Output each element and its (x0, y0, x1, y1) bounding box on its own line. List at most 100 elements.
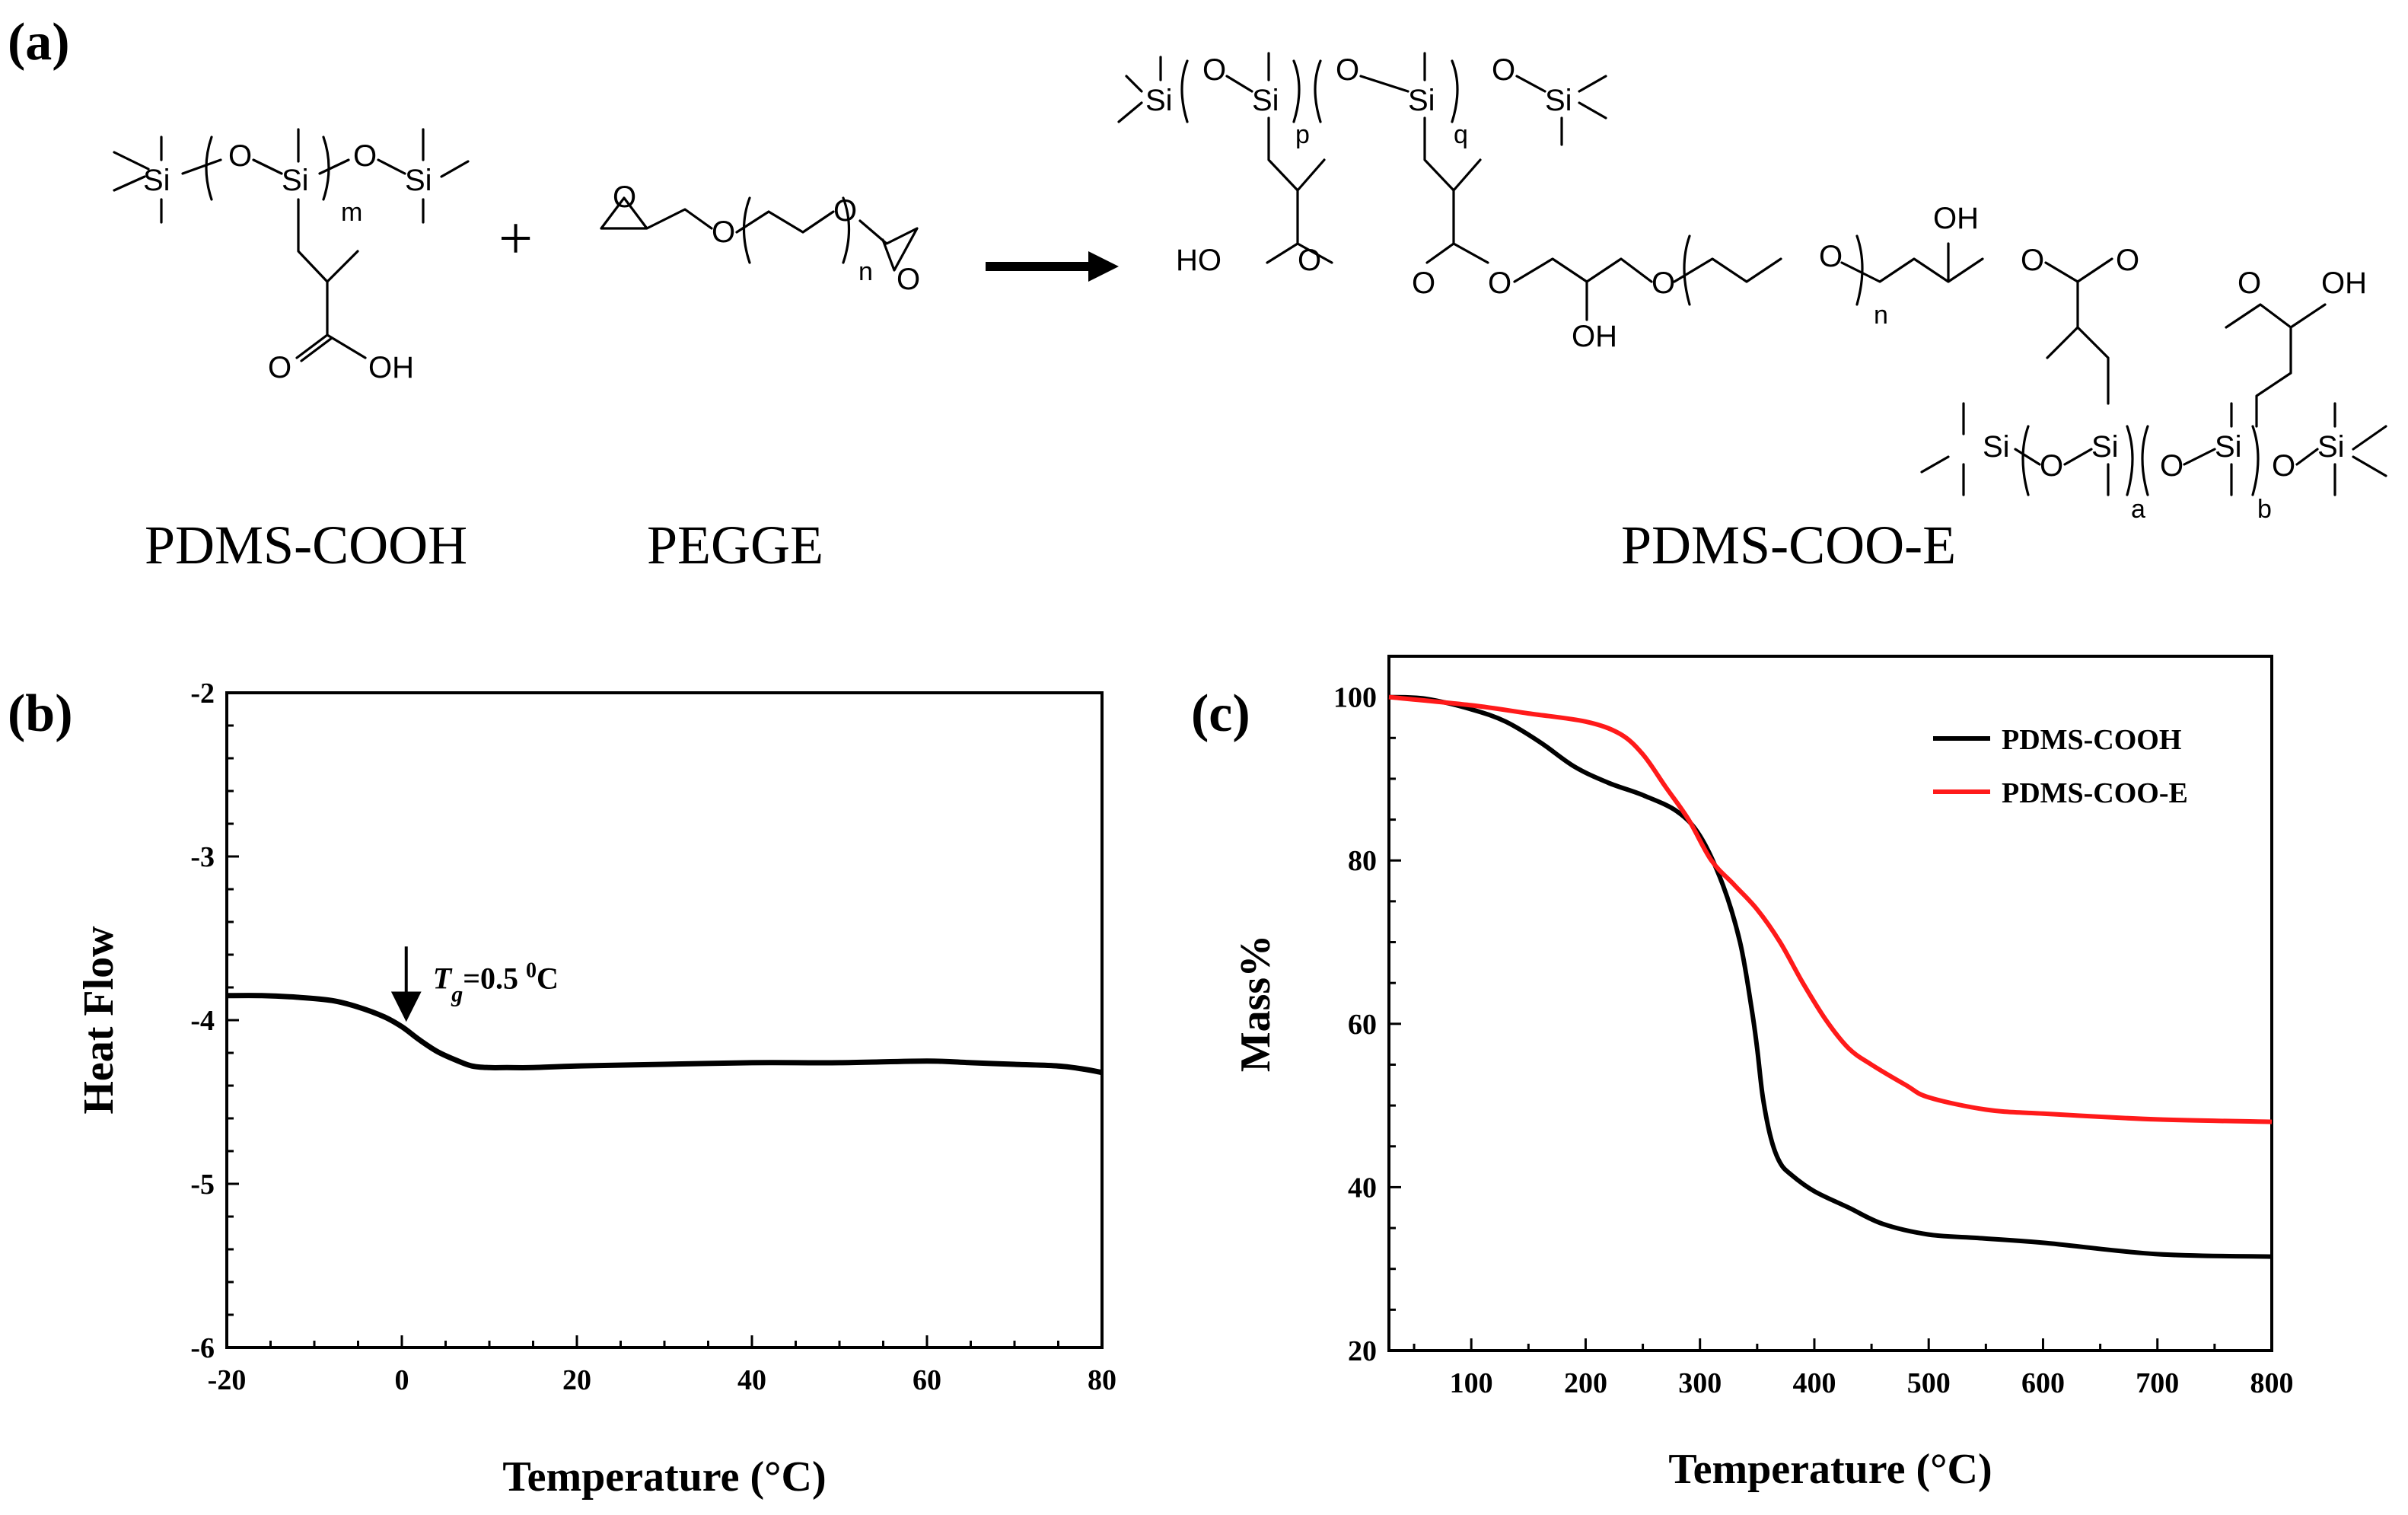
x-tick-label: 700 (2136, 1367, 2179, 1399)
bond-o-si2 (252, 158, 283, 175)
bracket-right-m (322, 136, 330, 201)
p-atom-o-11: O (2238, 266, 2261, 300)
x-tick-label: 20 (562, 1364, 591, 1396)
p-atom-o-12: O (2040, 449, 2063, 483)
p-bracket-n-left (1683, 234, 1691, 306)
p-bond-si1 (1117, 56, 1162, 123)
p-bond-si8 (2333, 402, 2387, 496)
p-bracket-b-left (2141, 425, 2149, 496)
atom-o-3: O (712, 215, 735, 249)
bracket-right-n (842, 196, 851, 264)
x-tick-label: 400 (1792, 1367, 1836, 1399)
p-bracket-a-right (2126, 425, 2134, 496)
reaction-scheme: (a) Si O Si m O Si O OH + O O (8, 13, 2387, 576)
p-atom-o-14: O (2272, 449, 2295, 483)
chart-b-y-ticks: -6 -5 -4 -3 -2 (190, 678, 239, 1364)
p-bracket-q-left (1314, 59, 1322, 123)
y-tick-label: 80 (1348, 845, 1377, 877)
bond-si2-o2 (318, 158, 350, 175)
y-tick-label: -6 (190, 1332, 215, 1364)
p-atom-oh-2: OH (1572, 320, 1617, 353)
pdms-cooh-structure: Si O Si m O Si O OH (113, 128, 470, 384)
x-tick-label: 600 (2021, 1367, 2065, 1399)
chart-c-legend: PDMS-COOH PDMS-COO-E (1933, 724, 2188, 809)
x-tick-label: 80 (1088, 1364, 1116, 1396)
subscript-m: m (341, 198, 362, 227)
bond-si1 (113, 136, 163, 224)
p-atom-si-2: Si (1252, 84, 1279, 117)
epoxide-right (858, 219, 919, 272)
chart-c-x-axis-title: Temperature (°C) (1668, 1446, 1992, 1493)
subscript-n-2: n (1874, 301, 1888, 330)
p-glycerol-2 (1840, 242, 1984, 283)
atom-oh-1: OH (368, 351, 414, 384)
p-atom-oh-3: OH (1933, 202, 1979, 235)
p-side-chain-4 (2225, 303, 2327, 428)
side-chain-cooh (295, 198, 367, 362)
p-atom-o-4: O (1298, 244, 1321, 277)
chart-c-x-ticks: 100 200 300 400 500 600 700 800 (1413, 1338, 2294, 1399)
p-bracket-q-right (1451, 59, 1459, 123)
label-pegge: PEGGE (647, 515, 823, 576)
x-tick-label: 40 (737, 1364, 766, 1396)
plus-sign: + (498, 206, 533, 273)
p-atom-o-10: O (2116, 244, 2139, 277)
label-pdms-cooh: PDMS-COOH (145, 515, 467, 576)
subscript-a: a (2131, 495, 2145, 524)
p-side-chain-2 (1423, 116, 1489, 264)
x-tick-label: 60 (913, 1364, 941, 1396)
chart-c-y-ticks: 20 40 60 80 100 (1333, 655, 1401, 1367)
p-atom-si-8: Si (2317, 430, 2345, 464)
p-bond-si3 (1359, 52, 1426, 93)
p-bond-si7 (2183, 402, 2233, 496)
p-atom-o-9: O (2021, 244, 2044, 277)
bond-o2-si3 (377, 158, 406, 175)
p-bracket-b-right (2251, 425, 2260, 496)
p-atom-si-3: Si (1408, 84, 1435, 117)
p-atom-o-3: O (1492, 53, 1515, 87)
tg-annotation-value: =0.5 (463, 961, 526, 995)
p-atom-si-1: Si (1145, 84, 1173, 117)
p-side-chain-1 (1266, 116, 1333, 264)
y-tick-label: 20 (1348, 1335, 1377, 1367)
p-atom-o-7: O (1652, 266, 1675, 300)
atom-o-1: O (228, 139, 252, 173)
bond-peg-2 (767, 210, 835, 234)
p-peg-chain (1673, 257, 1782, 283)
chart-c-series-pdms-coo-e (1388, 694, 2273, 1124)
p-bond-si4 (1515, 75, 1607, 146)
y-tick-label: 60 (1348, 1009, 1377, 1041)
p-atom-o-1: O (1202, 53, 1226, 87)
subscript-n-1: n (858, 257, 873, 286)
x-tick-label: -20 (208, 1364, 247, 1396)
x-tick-label: 100 (1450, 1367, 1493, 1399)
bond-peg-1 (735, 210, 770, 234)
chart-b-x-ticks: -20 0 20 40 60 80 (208, 1335, 1116, 1396)
p-atom-si-6: Si (2091, 430, 2119, 464)
p-atom-o-2: O (1336, 53, 1359, 87)
p-bracket-p-right (1292, 59, 1301, 123)
bracket-left-m (205, 136, 213, 201)
p-atom-o-8: O (1819, 240, 1843, 273)
p-bracket-p-left (1180, 59, 1189, 123)
p-atom-si-7: Si (2215, 430, 2242, 464)
panel-a-label: (a) (8, 13, 70, 72)
tg-annotation-unit: C (537, 961, 559, 995)
pegge-structure: O O O n O (600, 180, 920, 296)
p-bond-o12 (2014, 448, 2093, 466)
chart-b-plot-frame (225, 691, 1104, 1349)
p-bond-o14 (2295, 448, 2319, 466)
subscript-q: q (1454, 120, 1468, 149)
atom-o-epox-1: O (613, 180, 636, 214)
chart-b-dsc-line (226, 993, 1103, 1076)
p-atom-o-6: O (1488, 266, 1511, 300)
chart-b-y-axis-title: Heat Flow (75, 926, 123, 1115)
tg-annotation-degree: 0 (526, 958, 537, 982)
tg-annotation-g: g (451, 981, 463, 1006)
pdms-coo-e-structure: Si O Si p O Si q O Si HO O O O OH O (1117, 52, 2387, 524)
atom-si-2: Si (282, 164, 309, 197)
tg-annotation-t: T (433, 961, 453, 995)
p-bracket-a-left (2021, 425, 2030, 496)
atom-o-2: O (353, 139, 377, 173)
